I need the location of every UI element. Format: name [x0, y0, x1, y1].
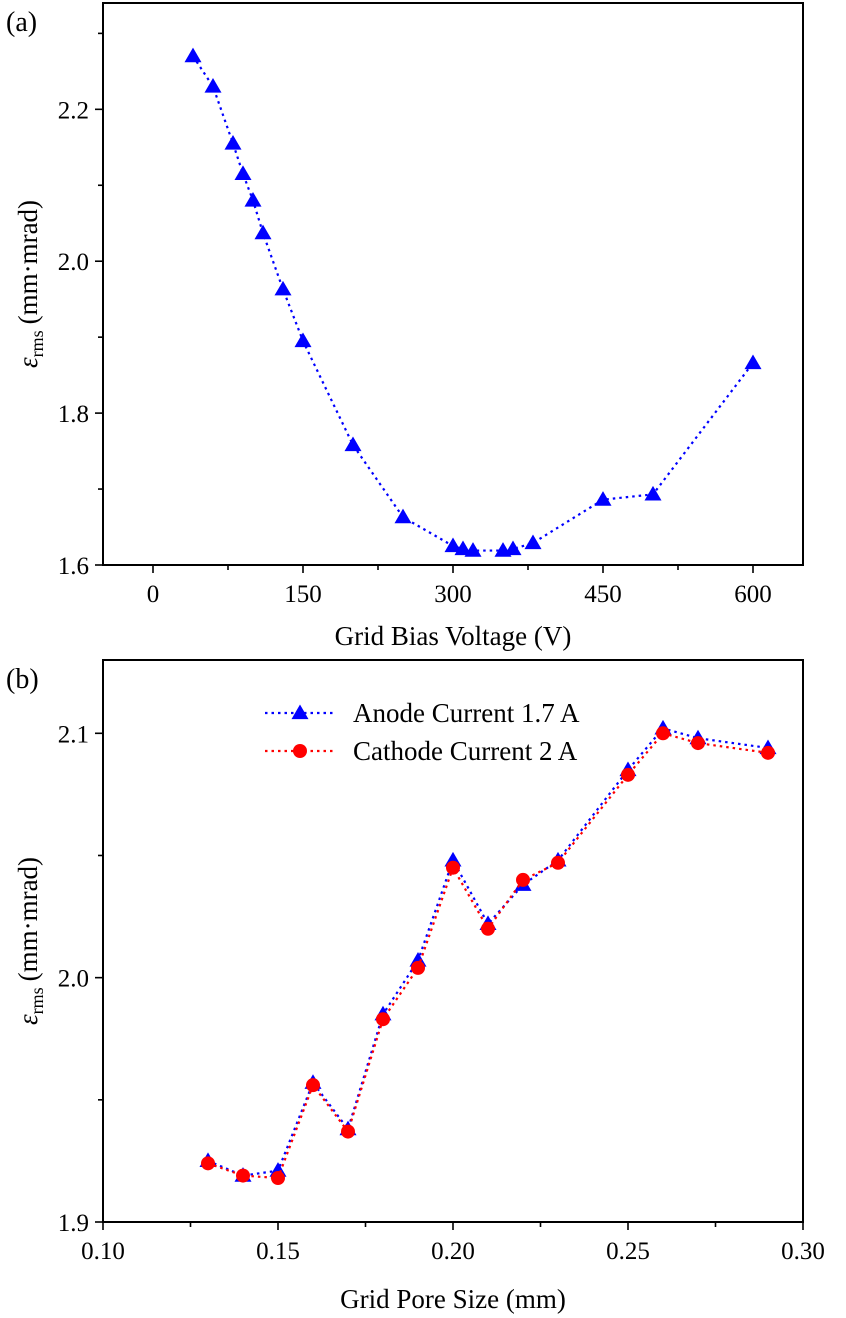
data-point: [446, 861, 460, 875]
data-point: [275, 281, 292, 296]
data-point: [621, 768, 635, 782]
series-circle: [201, 726, 775, 1185]
x-tick-label: 0.25: [606, 1238, 650, 1265]
data-point: [306, 1078, 320, 1092]
legend-marker: [292, 705, 309, 720]
data-point: [691, 736, 705, 750]
y-axis-unit: (mm·mrad): [13, 857, 43, 981]
data-point: [595, 491, 612, 506]
data-point: [185, 48, 202, 63]
data-point: [345, 437, 362, 452]
y-axis-title: εrms (mm·mrad): [13, 200, 47, 368]
y-axis-symbol: ε: [13, 1014, 43, 1025]
chart-panel-a: (a) 0 150 300 450 600 1.6 1.8 2.0 2.2 Grid Bias Vo…: [6, 3, 803, 651]
data-point: [551, 856, 565, 870]
y-axis-symbol: ε: [13, 357, 43, 368]
y-axis-unit: (mm·mrad): [13, 200, 43, 324]
data-point: [205, 78, 222, 93]
data-point: [235, 165, 252, 180]
panel-label: (a): [6, 7, 37, 38]
x-tick-label: 600: [734, 581, 772, 608]
data-point: [201, 1156, 215, 1170]
data-point: [516, 873, 530, 887]
y-tick-label: 1.9: [58, 1210, 89, 1237]
legend-marker: [293, 744, 307, 758]
data-point: [645, 486, 662, 501]
x-axis-title: Grid Bias Voltage (V): [335, 621, 572, 651]
data-point: [505, 541, 522, 556]
x-tick-label: 0.20: [431, 1238, 475, 1265]
x-tick-label: 450: [584, 581, 622, 608]
data-point: [236, 1169, 250, 1183]
series-triangle: [200, 720, 777, 1182]
y-axis-subscript: rms: [27, 330, 47, 357]
series-line: [193, 56, 753, 550]
data-point: [745, 354, 762, 369]
chart-panel-b: (b) 0.10 0.15 0.20 0.25 0.30 1.9 2.0 2.1 Grid Por…: [6, 660, 825, 1314]
x-tick-label: 0.10: [81, 1238, 125, 1265]
x-tick-label: 150: [284, 581, 322, 608]
legend: Anode Current 1.7 A Cathode Current 2 A: [265, 698, 580, 766]
y-axis-title: εrms (mm·mrad): [13, 857, 47, 1025]
series-line: [208, 733, 768, 1178]
data-point: [411, 961, 425, 975]
series-line: [208, 728, 768, 1175]
x-axis-title: Grid Pore Size (mm): [340, 1284, 566, 1314]
x-tick-label: 0: [147, 581, 160, 608]
data-point: [656, 726, 670, 740]
data-point: [525, 534, 542, 549]
x-tick-label: 0.15: [256, 1238, 300, 1265]
data-point: [255, 225, 272, 240]
data-point: [761, 746, 775, 760]
y-tick-label: 2.0: [58, 966, 89, 993]
x-tick-label: 300: [434, 581, 472, 608]
panel-label: (b): [6, 664, 39, 695]
y-tick-label: 1.8: [58, 401, 89, 428]
y-tick-label: 2.2: [58, 97, 89, 124]
x-tick-label: 0.30: [781, 1238, 825, 1265]
data-point: [295, 332, 312, 347]
y-axis-subscript: rms: [27, 987, 47, 1014]
y-tick-label: 2.0: [58, 249, 89, 276]
y-tick-label: 2.1: [58, 721, 89, 748]
legend-label: Cathode Current 2 A: [353, 736, 578, 766]
y-tick-label: 1.6: [58, 553, 89, 580]
data-point: [376, 1012, 390, 1026]
data-point: [395, 509, 412, 524]
data-point: [271, 1171, 285, 1185]
data-point: [341, 1125, 355, 1139]
figure: (a) 0 150 300 450 600 1.6 1.8 2.0 2.2 Grid Bias Vo…: [0, 0, 846, 1318]
series-triangle: [185, 48, 762, 557]
data-point: [481, 922, 495, 936]
data-point: [245, 192, 262, 207]
data-point: [225, 135, 242, 150]
legend-label: Anode Current 1.7 A: [353, 698, 580, 728]
